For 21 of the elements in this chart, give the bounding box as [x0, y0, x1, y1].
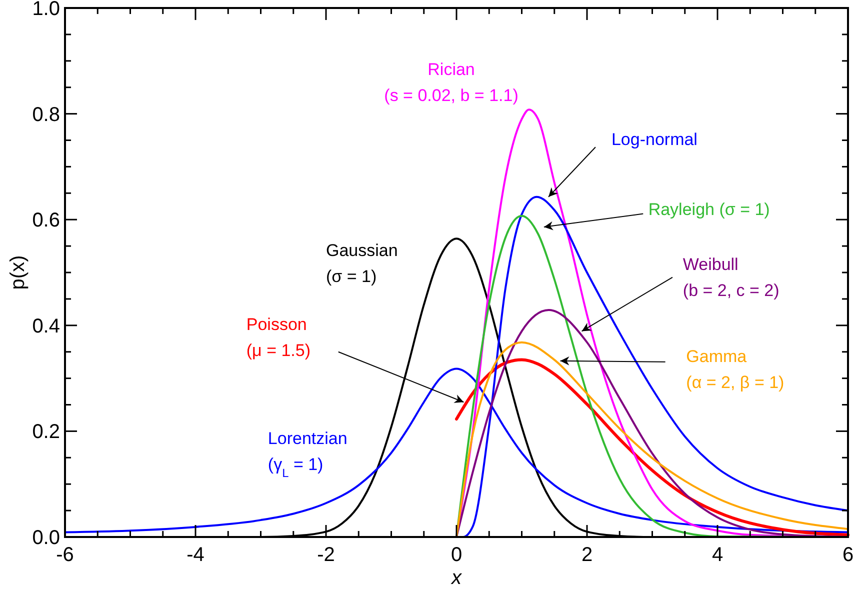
y-tick-label: 0.8 [32, 104, 60, 126]
x-tick-label: -2 [317, 544, 335, 566]
x-tick-label: 4 [712, 544, 724, 566]
y-tick-label: 0.6 [32, 210, 60, 232]
x-tick-label: 6 [842, 544, 854, 566]
text: Poisson (μ = 1.5) [246, 315, 311, 360]
x-axis-title: x [450, 567, 462, 589]
y-tick-label: 1.0 [32, 0, 60, 20]
series-label: Gaussian (σ = 1) [326, 241, 398, 286]
series-label: Lorentzian (γ$_{L}$ = 1) [268, 428, 348, 480]
y-axis-title: p(x) [7, 255, 29, 290]
y-tick-label: 0.4 [32, 315, 60, 338]
text: Rayleigh (σ = 1) [648, 200, 770, 219]
x-tick-label: 2 [581, 544, 593, 566]
x-tick-label: 0 [450, 544, 462, 566]
text: Log-normal [611, 130, 698, 150]
text: Gamma (α = 2, β = 1) [686, 346, 784, 392]
text: Weibull (b = 2, c = 2) [682, 254, 780, 300]
y-tick-label: 0.2 [32, 421, 60, 444]
series-label: Rician (s = 0.02, b = 1.1) [384, 60, 518, 106]
x-tick-label: -4 [186, 544, 204, 566]
